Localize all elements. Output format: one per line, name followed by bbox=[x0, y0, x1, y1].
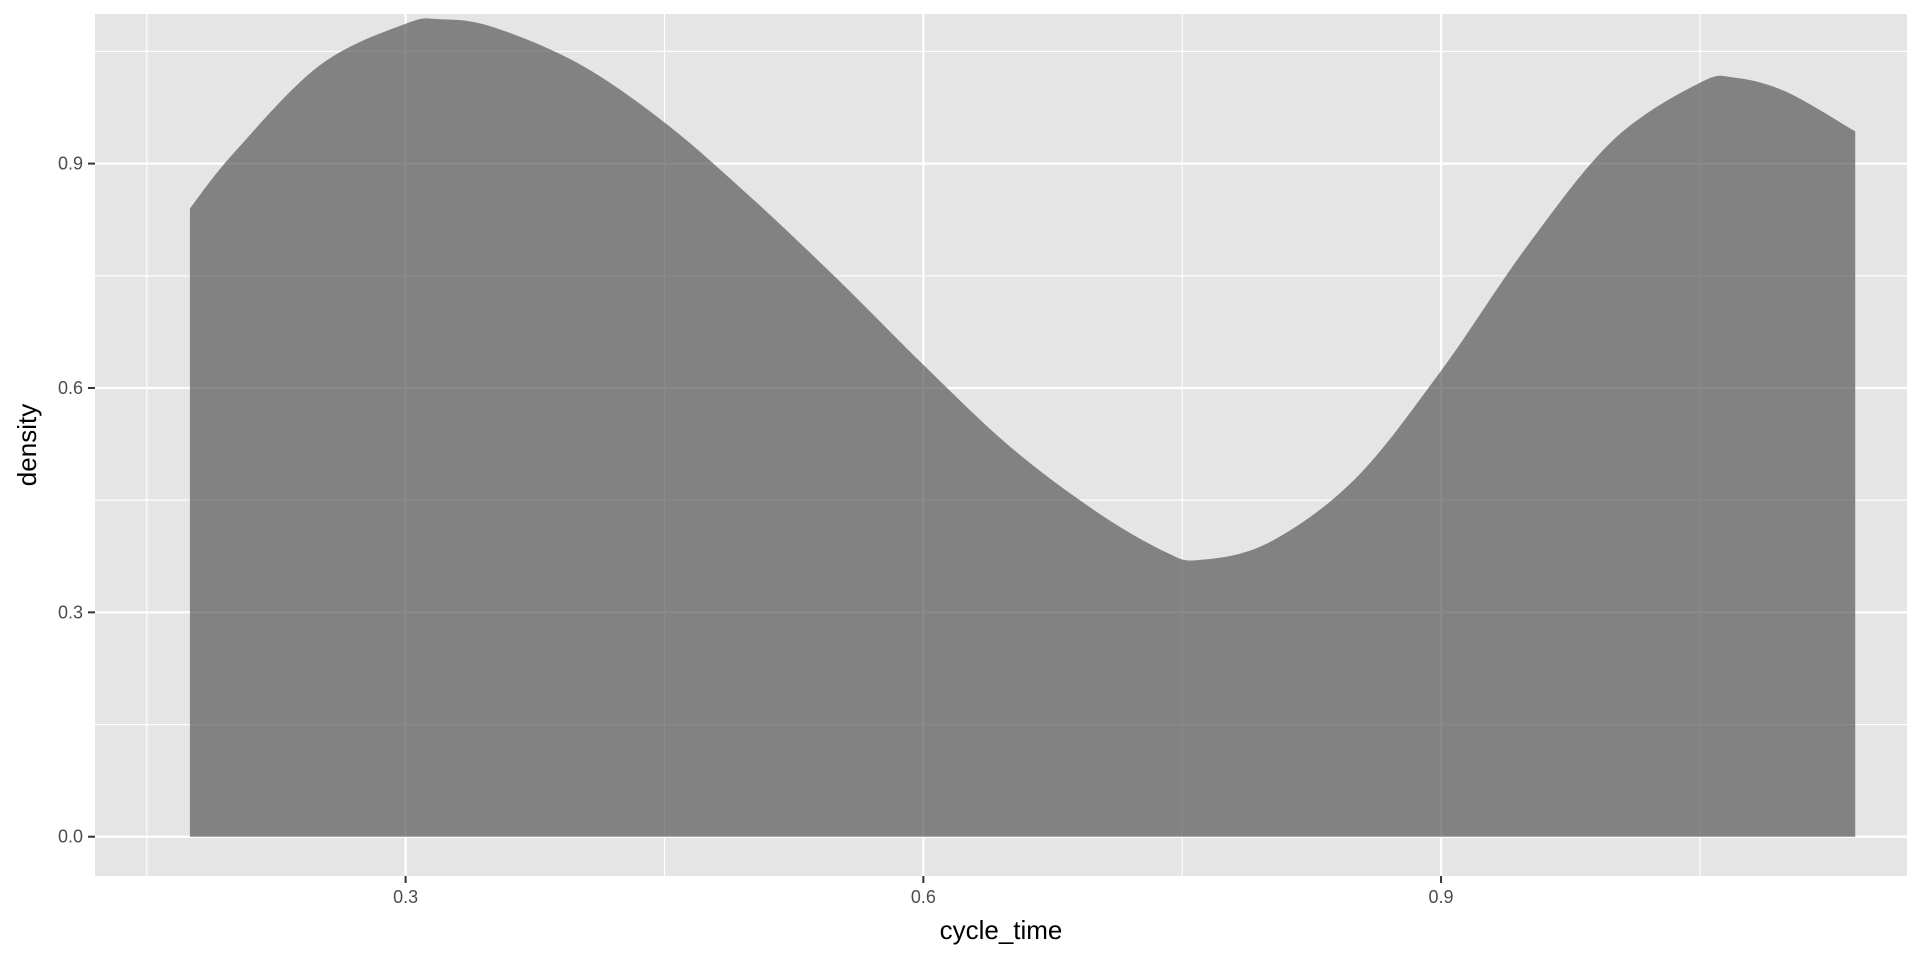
y-tick-label: 0.0 bbox=[58, 827, 83, 847]
x-tick-label: 0.6 bbox=[911, 887, 936, 907]
y-tick-label: 0.3 bbox=[58, 602, 83, 622]
x-tick-label: 0.3 bbox=[393, 887, 418, 907]
y-tick-label: 0.6 bbox=[58, 378, 83, 398]
density-area bbox=[189, 18, 1856, 837]
x-axis-title: cycle_time bbox=[940, 915, 1063, 945]
y-axis: 0.0 0.3 0.6 0.9 bbox=[58, 154, 95, 847]
x-axis: 0.3 0.6 0.9 bbox=[393, 876, 1454, 907]
y-axis-title: density bbox=[12, 404, 42, 486]
x-tick-label: 0.9 bbox=[1429, 887, 1454, 907]
y-tick-label: 0.9 bbox=[58, 154, 83, 174]
density-area-layer bbox=[189, 18, 1856, 837]
